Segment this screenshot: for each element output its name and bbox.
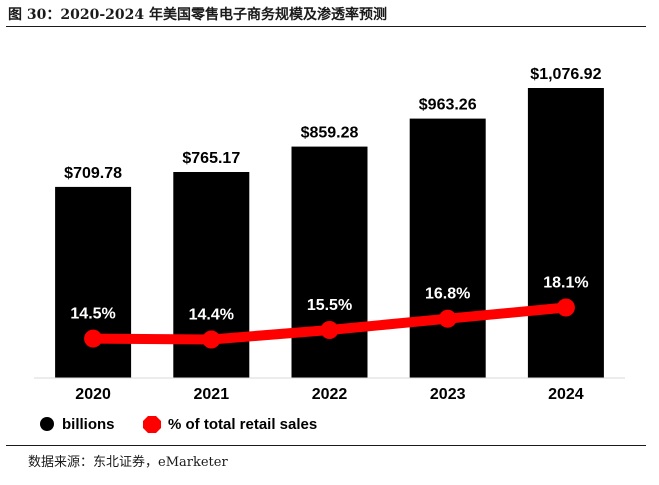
x-tick-2020: 2020 <box>75 386 111 403</box>
figure-title: 图 30：2020-2024 年美国零售电子商务规模及渗透率预测 <box>8 7 387 23</box>
x-tick-2022: 2022 <box>312 386 348 403</box>
x-tick-layer: 2020 2021 2022 2023 2024 <box>75 386 583 403</box>
pct-label-2022: 15.5% <box>307 297 352 314</box>
legend: billions % of total retail sales <box>40 416 317 433</box>
legend-bar-marker <box>40 417 54 431</box>
pct-point-2020 <box>84 329 103 348</box>
bar-2020 <box>55 186 132 378</box>
pct-label-2020: 14.5% <box>70 306 115 323</box>
x-tick-2021: 2021 <box>194 386 230 403</box>
chart: $709.78 $765.17 $859.28 $963.26 $1,076.92 14… <box>34 66 625 433</box>
bar-value-label-2020: $709.78 <box>64 165 122 182</box>
bar-value-label-2024: $1,076.92 <box>530 66 601 83</box>
legend-line-marker <box>143 416 161 433</box>
x-tick-2024: 2024 <box>548 386 584 403</box>
bar-labels-layer: $709.78 $765.17 $859.28 $963.26 $1,076.92 <box>64 66 601 182</box>
bar-value-label-2022: $859.28 <box>301 125 359 142</box>
pct-label-2023: 16.8% <box>425 286 470 303</box>
pct-labels-layer: 14.5% 14.4% 15.5% 16.8% 18.1% <box>70 275 588 324</box>
pct-point-2023 <box>438 309 457 328</box>
title-rule <box>6 26 646 27</box>
line-layer <box>84 298 575 349</box>
legend-bar-label: billions <box>62 416 115 433</box>
bar-value-label-2023: $963.26 <box>419 97 477 114</box>
bar-2022 <box>291 146 368 378</box>
pct-point-2024 <box>556 298 575 317</box>
pct-label-2024: 18.1% <box>543 275 588 292</box>
bar-2024 <box>527 88 604 378</box>
bar-value-label-2021: $765.17 <box>182 150 240 167</box>
bar-2023 <box>409 118 486 378</box>
legend-line-label: % of total retail sales <box>168 416 317 433</box>
pct-label-2021: 14.4% <box>189 307 234 324</box>
pct-point-2021 <box>202 330 221 349</box>
x-tick-2023: 2023 <box>430 386 466 403</box>
bars-layer <box>55 88 604 378</box>
pct-point-2022 <box>320 321 339 339</box>
source-note: 数据来源：东北证券，eMarketer <box>28 455 228 470</box>
source-rule <box>6 445 646 446</box>
